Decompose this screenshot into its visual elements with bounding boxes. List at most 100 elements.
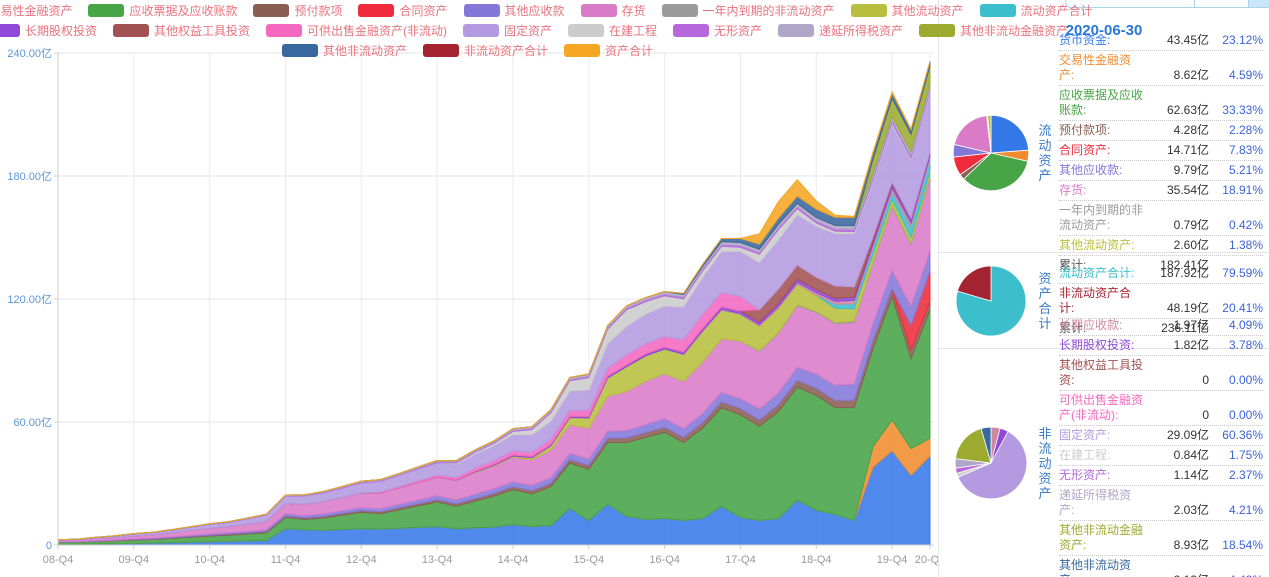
row-percent[interactable]: 1.75% (1228, 448, 1263, 462)
legend-item-label: 固定资产 (503, 24, 552, 38)
row-percent[interactable]: 0.42% (1228, 218, 1263, 232)
legend-item[interactable]: 无形资产 (673, 22, 762, 39)
x-tick-label: 20-Q2 (915, 554, 938, 566)
row-label: 其他非流动金融资产: (1059, 523, 1144, 552)
row-percent[interactable]: 2.37% (1228, 468, 1263, 482)
y-tick-label: 60.00亿 (13, 416, 52, 429)
date-range-widget-segment-active[interactable] (1248, 0, 1269, 7)
row-percent[interactable]: 79.59% (1222, 265, 1263, 280)
pie-chart[interactable] (952, 424, 1030, 502)
table-row: 其他非流动资产: 2.13亿4.42% (1059, 556, 1263, 577)
legend-item[interactable]: 可供出售金融资产(非流动) (265, 22, 447, 39)
legend-item[interactable]: 交易性金融资产 (0, 2, 72, 19)
asset-table: 货币资金: 43.45亿 23.12% 交易性金融资产: 8.62亿 4.59% 应收票据及… (1055, 31, 1263, 275)
row-percent[interactable]: 4.42% (1209, 573, 1263, 577)
x-tick-label: 13-Q4 (422, 554, 453, 566)
row-percent[interactable]: 3.78% (1228, 338, 1263, 352)
x-tick-label: 18-Q4 (801, 554, 832, 566)
legend-swatch-icon (661, 4, 698, 17)
row-percent[interactable]: 23.12% (1222, 33, 1263, 47)
table-row: 预付款项: 4.28亿 2.28% (1059, 121, 1263, 141)
row-value: 29.09亿 (1166, 428, 1209, 442)
legend-item[interactable]: 合同资产 (358, 2, 448, 19)
row-label: 一年内到期的非流动资产: (1059, 203, 1144, 232)
legend-item[interactable]: 其他非流动金融资产 (919, 22, 1068, 39)
row-percent[interactable]: 0.00% (1228, 373, 1263, 387)
table-row: 长期股权投资: 1.82亿 3.78% (1059, 336, 1263, 356)
row-percent[interactable]: 60.36% (1222, 428, 1263, 442)
legend-item[interactable]: 一年内到期的非流动资产 (661, 2, 835, 19)
pie-slice[interactable] (954, 428, 992, 464)
legend-item-label: 流动资产合计 (1020, 4, 1093, 18)
table-row: 合同资产: 14.71亿 7.83% (1059, 141, 1263, 161)
row-percent[interactable]: 0.00% (1228, 408, 1263, 422)
legend-row: 长期应收款长期股权投资其他权益工具投资可供出售金融资产(非流动)固定资产在建工程… (0, 22, 1068, 39)
row-percent[interactable]: 4.21% (1228, 503, 1263, 517)
pie-slice[interactable] (953, 115, 992, 154)
row-percent[interactable]: 7.83% (1228, 143, 1263, 157)
legend-swatch-icon (281, 44, 318, 57)
legend-item[interactable]: 存货 (580, 2, 646, 19)
pie-chart[interactable] (953, 263, 1029, 339)
stacked-area-chart[interactable]: 0 60.00亿 120.00亿 180.00亿 240.00亿 08-Q4 09-Q4 10… (0, 0, 938, 577)
legend-swatch-icon (253, 4, 290, 17)
x-tick-label: 09-Q4 (119, 554, 150, 566)
date-range-widget-segment[interactable] (1193, 0, 1249, 7)
detail-panel: 2020-06-30 流动资产 货币资金: 43.45亿 23.12% 交易性金融资产:… (938, 0, 1269, 577)
date-range-widget-partial (1065, 0, 1269, 8)
legend-swatch-icon (112, 24, 149, 37)
legend-swatch-icon (358, 4, 395, 17)
legend-item[interactable]: 递延所得税资产 (778, 22, 903, 39)
legend-item[interactable]: 流动资产合计 (979, 2, 1093, 19)
row-percent[interactable]: 5.21% (1228, 163, 1263, 177)
pie-slice[interactable] (980, 426, 992, 464)
row-value: 0.84亿 (1173, 448, 1209, 462)
row-percent[interactable]: 18.91% (1222, 183, 1263, 197)
legend-item-label: 资产合计 (605, 44, 654, 58)
legend-item[interactable]: 长期股权投资 (0, 22, 97, 39)
legend-item[interactable]: 资产合计 (564, 42, 653, 59)
asset-table: 流动资产合计: 187.92亿 79.59% 非流动资产合计: 48.19亿 20.41%… (1055, 264, 1263, 338)
row-percent[interactable]: 20.41% (1222, 300, 1263, 315)
x-tick-label: 17-Q4 (725, 554, 756, 566)
pie-chart[interactable] (950, 112, 1032, 194)
legend-item-label: 存货 (621, 4, 646, 18)
legend-swatch-icon (778, 24, 815, 37)
legend-item[interactable]: 预付款项 (253, 2, 342, 19)
x-tick-label: 16-Q4 (649, 554, 680, 566)
legend-swatch-icon (673, 24, 710, 37)
legend-item-label: 非流动资产合计 (463, 44, 548, 58)
legend-item[interactable]: 应收票据及应收账款 (88, 2, 237, 19)
row-percent[interactable]: 4.59% (1228, 68, 1263, 82)
row-value: 8.93亿 (1173, 538, 1209, 552)
legend-swatch-icon (919, 24, 956, 37)
row-percent[interactable]: 4.09% (1228, 318, 1263, 332)
row-value: 8.62亿 (1173, 68, 1209, 82)
legend-item-label: 长期股权投资 (24, 24, 97, 38)
pie-slice[interactable] (955, 265, 1027, 336)
row-percent[interactable]: 18.54% (1222, 538, 1263, 552)
asset-sections: 流动资产 货币资金: 43.45亿 23.12% 交易性金融资产: 8.62亿 4.59% 应… (939, 33, 1269, 577)
area-series-资产合计 (57, 60, 931, 541)
legend-item[interactable]: 其他应收款 (463, 2, 565, 19)
legend-item[interactable]: 其他流动资产 (850, 2, 964, 19)
row-value: 2.60亿 (1173, 238, 1209, 252)
table-row: 固定资产: 29.09亿 60.36% (1059, 426, 1263, 446)
legend-item[interactable]: 非流动资产合计 (422, 42, 548, 59)
pie-box (947, 424, 1035, 502)
row-percent[interactable]: 2.28% (1228, 123, 1263, 137)
pie-slice[interactable] (957, 265, 992, 302)
row-percent[interactable]: 33.33% (1222, 103, 1263, 117)
pie-slice[interactable] (990, 114, 1030, 154)
legend-item[interactable]: 其他权益工具投资 (112, 22, 250, 39)
legend-item[interactable]: 固定资产 (462, 22, 552, 39)
pie-slice[interactable] (963, 152, 1029, 192)
row-percent[interactable]: 1.38% (1228, 238, 1263, 252)
row-label: 递延所得税资产: (1059, 488, 1132, 517)
pie-slice[interactable] (957, 430, 1028, 500)
legend-item-label: 其他权益工具投资 (153, 24, 250, 38)
pie-slice[interactable] (987, 114, 992, 154)
legend-item[interactable]: 在建工程 (568, 22, 657, 39)
table-row: 长期应收款: 1.97亿 4.09% (1059, 316, 1263, 336)
legend-item[interactable]: 其他非流动资产 (281, 42, 407, 59)
